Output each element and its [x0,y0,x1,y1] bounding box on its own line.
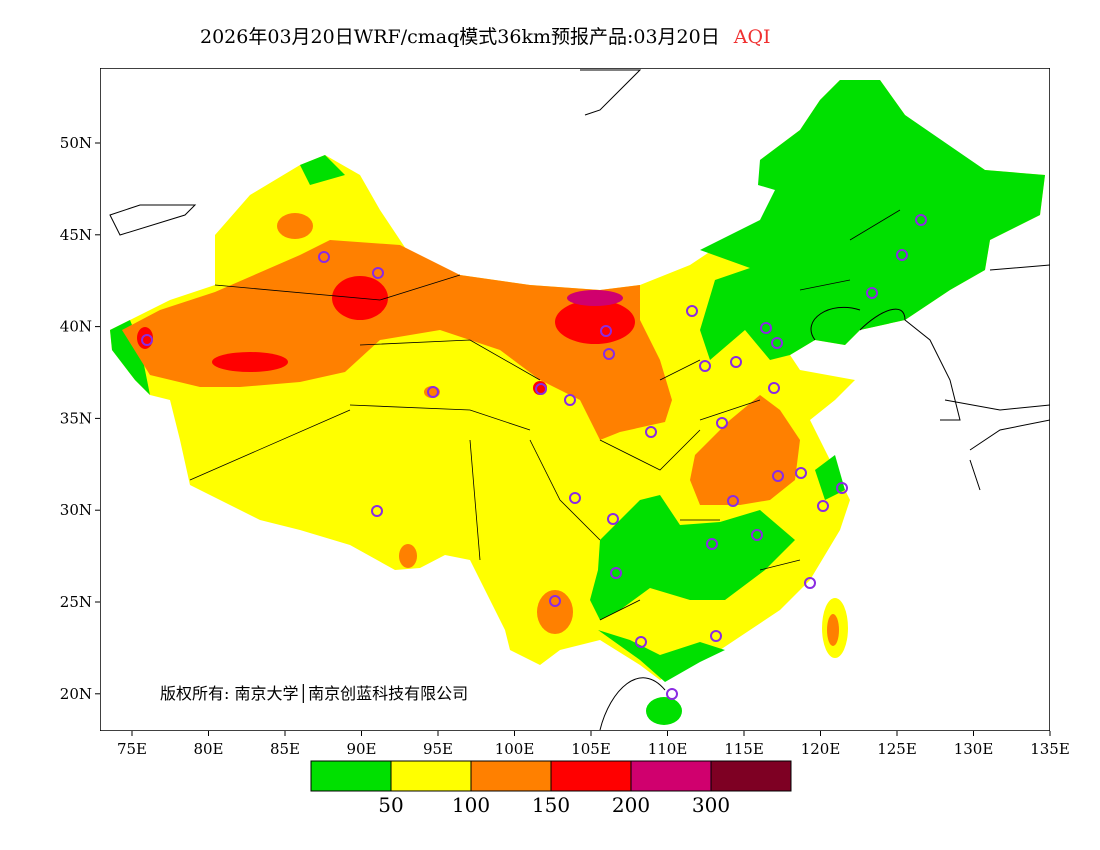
site-marker [666,688,678,700]
map-title: 2026年03月20日WRF/cmaq模式36km预报产品:03月20日 AQI [200,22,771,49]
legend-swatch [470,760,552,792]
x-tick-label: 75E [117,740,147,758]
legend-swatch [630,760,712,792]
site-marker [730,356,742,368]
site-marker [804,577,816,589]
region-aqi-red-4 [137,327,153,349]
site-marker [141,334,153,346]
region-aqi-green-nw [300,155,345,185]
site-marker [768,382,780,394]
site-marker [371,505,383,517]
x-tick-label: 115E [724,740,764,758]
taiwan-orange [827,614,839,646]
region-aqi-green-south [590,495,795,620]
x-tick-label: 125E [877,740,917,758]
site-marker [706,538,718,550]
x-tick-label: 130E [954,740,994,758]
title-variable: AQI [733,26,771,48]
site-marker [795,467,807,479]
y-tick-label: 25N [60,593,92,611]
site-marker [610,567,622,579]
site-marker [535,383,547,395]
y-tick-label: 20N [60,685,92,703]
site-marker [896,249,908,261]
site-marker [760,322,772,334]
map-layer [100,68,1050,731]
site-marker [817,500,829,512]
site-marker [645,426,657,438]
monitoring-sites [141,214,927,700]
site-marker [915,214,927,226]
copyright-text: 版权所有: 南京大学│南京创蓝科技有限公司 [160,684,469,703]
site-marker [603,348,615,360]
site-marker [866,287,878,299]
x-tick-label: 110E [648,740,688,758]
region-aqi-magenta [567,290,623,306]
site-marker [372,267,384,279]
legend-swatch [390,760,472,792]
site-marker [710,630,722,642]
legend-label: 200 [612,793,650,817]
legend-swatch [550,760,632,792]
site-marker [564,394,576,406]
x-tick-label: 85E [270,740,300,758]
x-tick-label: 80E [193,740,223,758]
region-aqi-red-3 [555,300,635,344]
x-tick-label: 105E [571,740,611,758]
x-tick-label: 90E [346,740,376,758]
site-marker [699,360,711,372]
site-marker [607,513,619,525]
x-tick-label: 95E [423,740,453,758]
site-marker [635,636,647,648]
site-marker [686,305,698,317]
site-marker [772,470,784,482]
site-marker [771,337,783,349]
region-aqi-green-west [110,320,150,395]
region-aqi-orange-yunnan [537,590,573,634]
site-marker [727,495,739,507]
coastline [109,69,1050,731]
region-aqi-red-2 [212,352,288,372]
province-borders [189,209,901,621]
x-axis: 75E 80E 85E 90E 95E 100E 105E 110E 115E 120E 125E 1… [117,731,1070,758]
region-aqi-green-northeast [700,80,1045,360]
legend-label: 150 [532,793,570,817]
region-aqi-orange-xinjiang [277,213,313,239]
hainan-green [646,697,682,725]
legend-swatch [710,760,792,792]
x-tick-label: 135E [1030,740,1070,758]
y-tick-label: 45N [60,226,92,244]
x-tick-label: 100E [495,740,535,758]
y-tick-label: 40N [60,318,92,336]
site-marker [427,386,439,398]
legend-label: 50 [378,793,403,817]
site-marker [549,595,561,607]
color-legend: 50 100 150 200 300 [310,760,792,817]
site-marker [569,492,581,504]
title-main: 2026年03月20日WRF/cmaq模式36km预报产品:03月20日 [200,26,720,48]
y-tick-label: 35N [60,409,92,427]
site-marker [836,482,848,494]
site-marker [318,251,330,263]
x-tick-label: 120E [801,740,841,758]
legend-swatch [310,760,392,792]
legend-label: 300 [692,793,730,817]
y-tick-label: 30N [60,501,92,519]
region-aqi-orange-tibet [399,544,417,568]
site-marker [716,417,728,429]
y-axis: 50N 45N 40N 35N 30N 25N 20N [60,134,100,703]
site-marker [751,529,763,541]
region-aqi-green-coast [598,630,725,682]
y-tick-label: 50N [60,134,92,152]
site-marker [600,325,612,337]
region-aqi-orange-northwest [122,240,672,440]
legend-label: 100 [452,793,490,817]
